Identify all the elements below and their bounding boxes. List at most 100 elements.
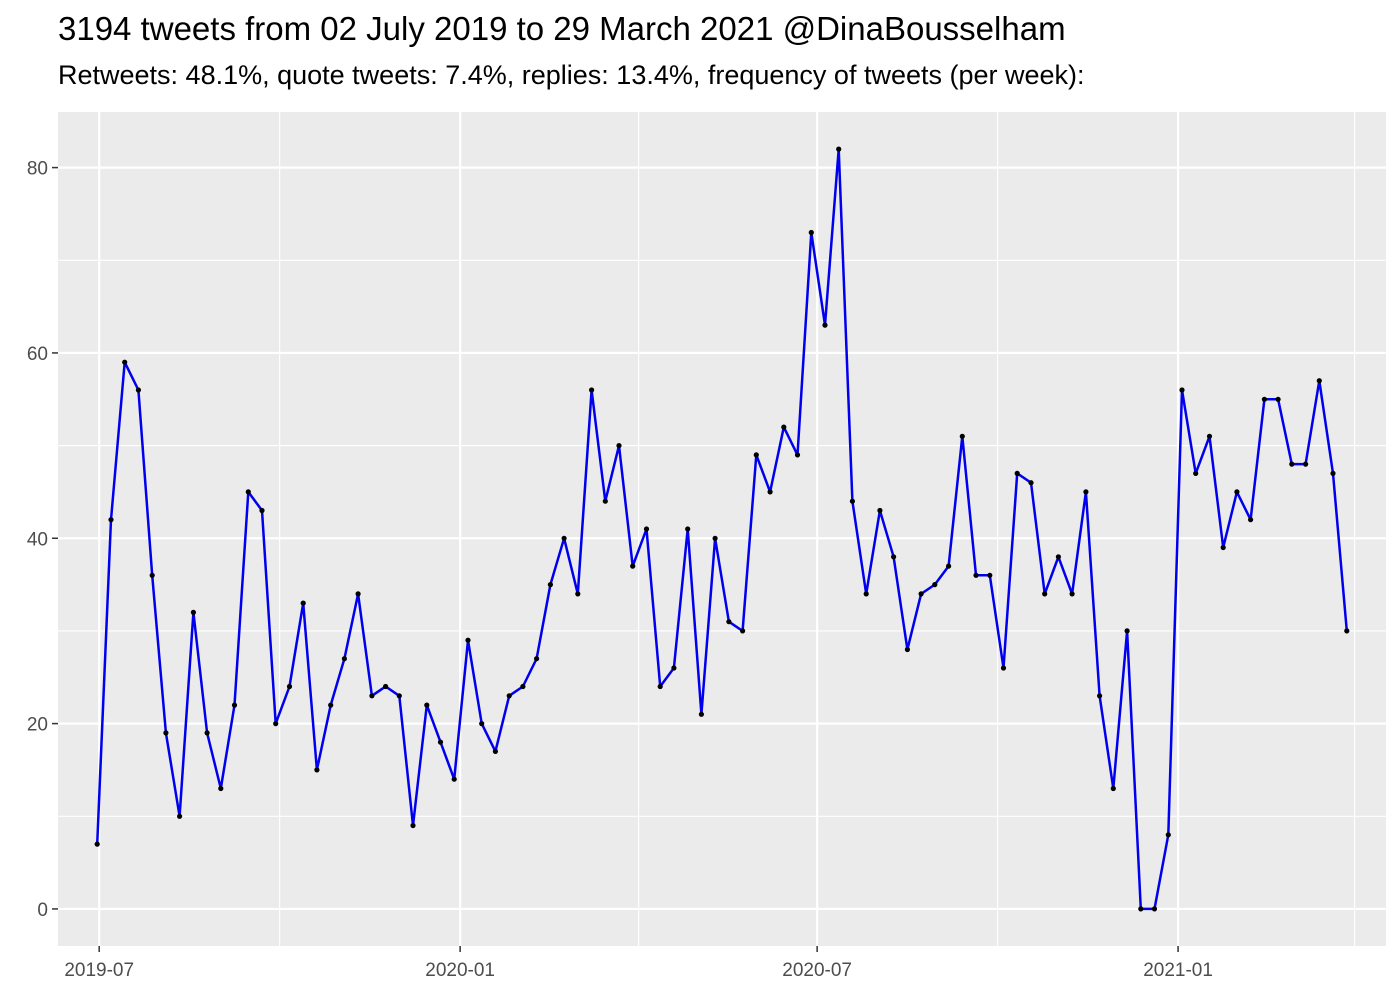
data-point — [973, 572, 979, 578]
data-point — [1234, 489, 1240, 495]
data-point — [657, 683, 663, 690]
data-point — [712, 535, 718, 541]
data-point — [1289, 461, 1295, 467]
data-point — [341, 656, 347, 662]
data-point — [1138, 906, 1144, 912]
data-point — [1151, 906, 1158, 912]
data-point — [1193, 470, 1199, 476]
data-point — [643, 526, 650, 532]
data-point — [451, 776, 457, 782]
data-point — [1042, 591, 1048, 597]
x-tick-label: 2019-07 — [64, 960, 134, 981]
data-point — [163, 730, 169, 736]
data-point — [589, 387, 595, 393]
data-point — [1206, 433, 1213, 439]
data-point — [273, 721, 279, 727]
data-point — [822, 322, 828, 328]
data-point — [987, 572, 993, 578]
data-point — [932, 582, 938, 588]
plot-panel — [58, 112, 1386, 946]
data-point — [1028, 480, 1034, 486]
data-point — [534, 656, 540, 662]
data-point — [135, 387, 141, 393]
x-tick-label: 2021-01 — [1143, 960, 1213, 981]
data-point — [602, 498, 608, 504]
y-tick-label: 80 — [27, 159, 48, 180]
data-point — [1069, 591, 1075, 597]
chart-subtitle: Retweets: 48.1%, quote tweets: 7.4%, rep… — [58, 60, 1085, 90]
data-point — [1316, 378, 1322, 384]
data-point — [479, 721, 485, 727]
data-point — [918, 591, 924, 597]
data-point — [286, 683, 293, 690]
data-point — [1248, 517, 1254, 523]
data-point — [1110, 785, 1116, 792]
data-point — [369, 693, 375, 699]
data-point — [424, 702, 430, 708]
data-point — [1344, 628, 1350, 634]
data-point — [794, 452, 801, 458]
data-point — [1055, 554, 1061, 560]
y-tick-label: 20 — [27, 715, 48, 736]
data-point — [1014, 470, 1020, 476]
data-point — [396, 693, 402, 699]
data-point — [492, 748, 498, 755]
data-point — [1220, 544, 1226, 551]
data-point — [231, 702, 238, 708]
data-point — [946, 563, 952, 569]
data-point — [630, 563, 636, 569]
data-point — [616, 443, 622, 449]
data-point — [465, 637, 471, 643]
data-point — [740, 628, 746, 634]
data-point — [808, 229, 814, 236]
data-point — [671, 665, 677, 671]
data-point — [685, 526, 691, 532]
data-point — [753, 452, 759, 458]
data-point — [877, 507, 883, 514]
data-point — [849, 498, 856, 504]
x-tick-label: 2020-07 — [782, 960, 852, 981]
data-point — [328, 702, 334, 708]
data-point — [698, 711, 705, 717]
data-point — [1000, 665, 1007, 671]
data-point — [437, 739, 444, 745]
data-point — [355, 591, 361, 597]
y-axis: 0 20 40 60 80 — [27, 159, 58, 921]
data-point — [108, 517, 114, 523]
data-point — [149, 572, 155, 578]
data-point — [547, 582, 554, 588]
x-tick-label: 2020-01 — [425, 960, 495, 981]
data-point — [1165, 832, 1171, 838]
y-tick-label: 60 — [27, 344, 48, 365]
data-point — [520, 683, 526, 690]
data-point — [1275, 396, 1281, 402]
data-point — [836, 146, 842, 152]
data-point — [891, 554, 897, 560]
data-point — [94, 841, 100, 847]
data-point — [726, 619, 732, 625]
data-point — [177, 813, 183, 819]
data-point — [1179, 387, 1185, 393]
data-point — [122, 359, 128, 365]
data-point — [506, 693, 512, 699]
series-line — [95, 147, 1349, 911]
data-point — [1124, 628, 1130, 634]
data-point — [218, 785, 224, 792]
chart-title: 3194 tweets from 02 July 2019 to 29 Marc… — [58, 10, 1066, 47]
data-point — [1303, 461, 1309, 467]
data-points — [94, 146, 1350, 912]
data-point — [959, 433, 965, 439]
data-point — [863, 591, 869, 597]
y-tick-label: 0 — [37, 900, 48, 921]
data-point — [1083, 489, 1089, 495]
data-point — [575, 591, 581, 597]
data-point — [190, 609, 196, 616]
data-point — [904, 646, 911, 653]
x-axis: 2019-07 2020-01 2020-07 2021-01 — [64, 946, 1213, 981]
data-point — [1261, 396, 1267, 402]
data-point — [245, 489, 251, 495]
major-gridlines — [58, 112, 1386, 946]
data-point — [1330, 470, 1336, 476]
data-point — [383, 683, 389, 690]
